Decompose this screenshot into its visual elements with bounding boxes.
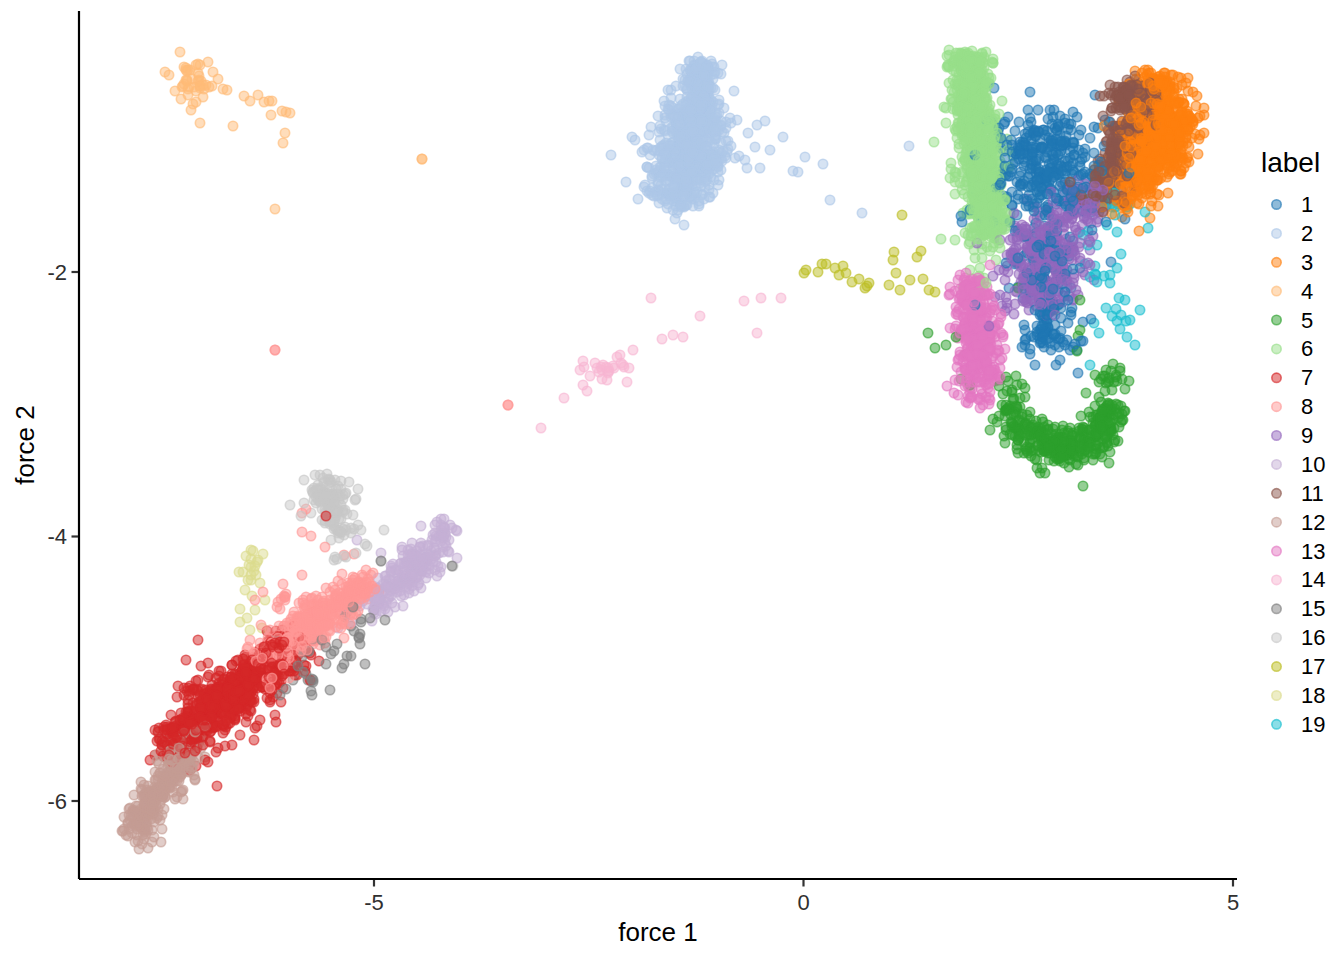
svg-text:4: 4 [1301, 279, 1313, 304]
svg-text:0: 0 [797, 890, 809, 915]
svg-text:15: 15 [1301, 596, 1325, 621]
svg-text:16: 16 [1301, 625, 1325, 650]
svg-text:3: 3 [1301, 250, 1313, 275]
svg-text:9: 9 [1301, 423, 1313, 448]
svg-text:17: 17 [1301, 654, 1325, 679]
svg-text:13: 13 [1301, 539, 1325, 564]
svg-text:8: 8 [1301, 394, 1313, 419]
svg-text:14: 14 [1301, 567, 1325, 592]
svg-text:label: label [1261, 147, 1320, 178]
svg-text:force 1: force 1 [618, 917, 698, 947]
svg-text:10: 10 [1301, 452, 1325, 477]
svg-text:12: 12 [1301, 510, 1325, 535]
svg-text:18: 18 [1301, 683, 1325, 708]
svg-text:5: 5 [1301, 308, 1313, 333]
svg-text:-2: -2 [47, 260, 67, 285]
svg-text:2: 2 [1301, 221, 1313, 246]
svg-text:force 2: force 2 [10, 405, 40, 485]
svg-text:6: 6 [1301, 336, 1313, 361]
svg-text:5: 5 [1227, 890, 1239, 915]
svg-text:-6: -6 [47, 789, 67, 814]
svg-text:1: 1 [1301, 192, 1313, 217]
svg-text:-5: -5 [364, 890, 384, 915]
svg-text:-4: -4 [47, 524, 67, 549]
svg-text:7: 7 [1301, 365, 1313, 390]
svg-text:19: 19 [1301, 712, 1325, 737]
svg-text:11: 11 [1301, 481, 1324, 506]
